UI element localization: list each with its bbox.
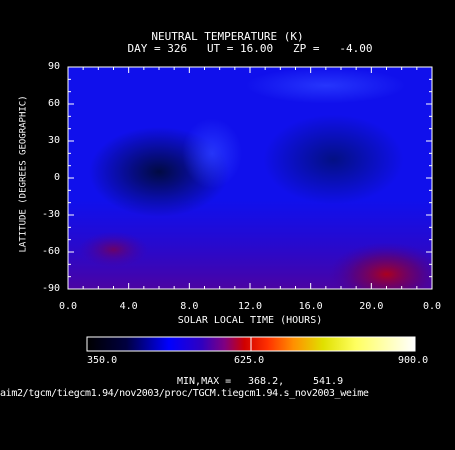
colorbar-max-label: 900.0 xyxy=(398,355,429,366)
tick-label: 60 xyxy=(47,98,60,109)
tick-label: 30 xyxy=(47,135,60,146)
source-path: aim2/tgcm/tiegcm1.94/nov2003/proc/TGCM.t… xyxy=(0,388,369,399)
chart-title: NEUTRAL TEMPERATURE (K) xyxy=(151,30,304,43)
heatmap-cool-region xyxy=(245,67,406,104)
heatmap-field xyxy=(68,67,432,289)
tick-label: 0.0 xyxy=(58,301,78,312)
x-axis-label: SOLAR LOCAL TIME (HOURS) xyxy=(177,315,323,326)
tick-label: -30 xyxy=(41,209,60,220)
tick-label: -90 xyxy=(41,283,60,294)
axis-ticks xyxy=(67,66,433,290)
heatmap-warm-region xyxy=(78,231,149,268)
heatmap-max-region xyxy=(328,242,432,289)
tick-label: 20.0 xyxy=(359,301,384,312)
y-axis-label: LATITUDE (DEGREES GEOGRAPHIC) xyxy=(18,95,29,253)
tick-label: -60 xyxy=(41,246,60,257)
min-value: 368.2, xyxy=(248,376,285,387)
tick-label: 0.0 xyxy=(422,301,442,312)
tick-label: 90 xyxy=(47,61,60,72)
tick-label: 16.0 xyxy=(298,301,323,312)
tick-label: 0 xyxy=(53,172,60,183)
max-value: 541.9 xyxy=(313,376,344,387)
chart-subtitle: DAY = 326 UT = 16.00 ZP = -4.00 xyxy=(127,42,373,55)
minmax-label: MIN,MAX = xyxy=(177,376,232,387)
tick-label: 4.0 xyxy=(119,301,138,312)
colorbar-min-label: 350.0 xyxy=(87,355,118,366)
heatmap-cool-region xyxy=(182,118,243,189)
heatmap-cold-region xyxy=(263,114,404,205)
colorbar-mid-label: 625.0 xyxy=(234,355,265,366)
tick-label: 12.0 xyxy=(237,301,263,312)
tick-label: 8.0 xyxy=(180,301,199,312)
